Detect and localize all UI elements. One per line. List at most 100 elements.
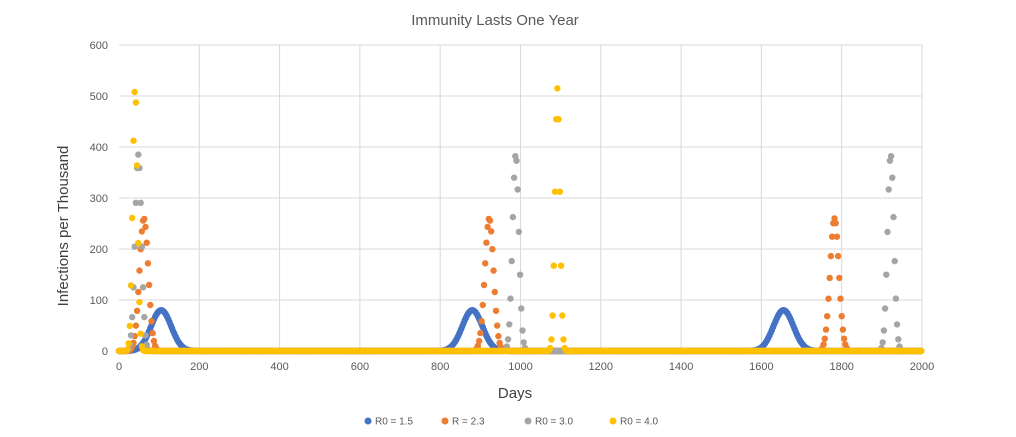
data-point xyxy=(515,228,523,236)
data-point xyxy=(516,271,524,278)
data-point xyxy=(147,301,154,309)
data-point xyxy=(895,336,902,343)
data-point xyxy=(892,295,900,302)
data-point xyxy=(483,239,490,246)
data-point xyxy=(519,327,526,334)
legend-label: R0 = 3.0 xyxy=(535,417,574,428)
data-point xyxy=(124,346,131,353)
data-point xyxy=(132,322,140,329)
data-point xyxy=(137,199,144,206)
legend-marker xyxy=(364,417,372,425)
data-point xyxy=(484,223,491,231)
data-point xyxy=(824,313,831,320)
x-tick-label: 400 xyxy=(270,361,288,373)
data-point xyxy=(132,199,140,206)
data-point xyxy=(482,260,489,267)
data-point xyxy=(506,321,513,328)
x-tick-labels: 0 200 400 600 800 1000 1200 1400 1600 1800 2000 xyxy=(116,361,934,373)
data-point xyxy=(478,318,485,325)
data-point xyxy=(480,281,488,289)
data-point xyxy=(510,174,518,181)
data-point xyxy=(132,99,140,106)
x-tick-label: 600 xyxy=(351,361,369,373)
data-point xyxy=(891,257,898,265)
legend: R0 = 1.5 R = 2.3 R0 = 3.0 R0 = 4.0 xyxy=(364,417,659,428)
data-point xyxy=(557,262,565,269)
data-point xyxy=(479,301,486,309)
x-tick-label: 0 xyxy=(116,361,122,373)
legend-label: R = 2.3 xyxy=(452,417,485,428)
data-point xyxy=(884,228,891,236)
data-point xyxy=(889,174,896,181)
data-point xyxy=(486,217,494,224)
x-axis-label: Days xyxy=(498,385,532,402)
data-point xyxy=(131,88,138,96)
y-tick-label: 600 xyxy=(90,40,108,52)
y-tick-label: 200 xyxy=(90,244,108,256)
data-point xyxy=(148,318,155,325)
data-point xyxy=(126,322,133,330)
data-point xyxy=(142,332,149,339)
legend-item: R0 = 4.0 xyxy=(609,417,659,428)
x-tick-label: 2000 xyxy=(910,361,934,373)
data-point xyxy=(549,312,556,319)
data-point xyxy=(477,329,484,337)
data-point xyxy=(129,313,136,321)
data-point xyxy=(837,295,844,302)
data-point xyxy=(475,337,483,345)
data-point xyxy=(137,330,144,337)
data-point xyxy=(825,295,832,302)
data-point xyxy=(831,215,838,222)
data-point xyxy=(833,233,841,240)
data-point xyxy=(514,186,521,193)
x-tick-label: 800 xyxy=(431,361,449,373)
data-point xyxy=(141,313,148,321)
data-point xyxy=(827,252,835,260)
data-point xyxy=(554,85,561,92)
data-point xyxy=(881,305,889,312)
data-point xyxy=(918,347,925,355)
x-tick-label: 1400 xyxy=(669,361,693,373)
legend-label: R0 = 4.0 xyxy=(620,417,659,428)
data-point xyxy=(125,340,132,347)
x-tick-label: 1600 xyxy=(749,361,773,373)
data-point xyxy=(560,336,567,343)
data-point xyxy=(135,288,142,296)
data-point xyxy=(821,335,828,342)
legend-item: R0 = 1.5 xyxy=(364,417,414,428)
data-point xyxy=(144,260,152,267)
data-point xyxy=(513,157,520,164)
data-point xyxy=(893,321,901,328)
y-tick-label: 400 xyxy=(90,142,108,154)
data-point xyxy=(820,341,827,348)
x-tick-label: 1000 xyxy=(508,361,532,373)
data-point xyxy=(520,339,527,346)
data-point xyxy=(142,223,149,231)
data-point xyxy=(129,214,136,222)
data-point xyxy=(135,239,142,247)
data-point xyxy=(508,257,515,265)
data-point xyxy=(550,262,557,269)
data-point xyxy=(133,307,141,314)
data-points xyxy=(115,85,925,355)
data-point xyxy=(488,228,495,235)
data-point xyxy=(138,228,146,235)
data-point xyxy=(150,337,158,345)
data-point xyxy=(836,274,843,282)
x-tick-label: 1800 xyxy=(829,361,853,373)
data-point xyxy=(143,239,150,246)
legend-marker xyxy=(609,417,617,425)
data-point xyxy=(548,336,555,343)
data-point xyxy=(492,307,500,314)
y-tick-label: 500 xyxy=(90,91,108,103)
data-point xyxy=(139,284,147,291)
y-tick-labels: 0 100 200 300 400 500 600 xyxy=(90,40,108,358)
y-axis-label: Infections per Thousand xyxy=(55,146,72,307)
data-point xyxy=(507,295,514,302)
x-tick-label: 1200 xyxy=(589,361,613,373)
data-point xyxy=(133,162,141,169)
data-point xyxy=(551,188,559,195)
data-point xyxy=(838,313,845,320)
data-point xyxy=(822,326,830,333)
gridlines xyxy=(119,44,923,351)
